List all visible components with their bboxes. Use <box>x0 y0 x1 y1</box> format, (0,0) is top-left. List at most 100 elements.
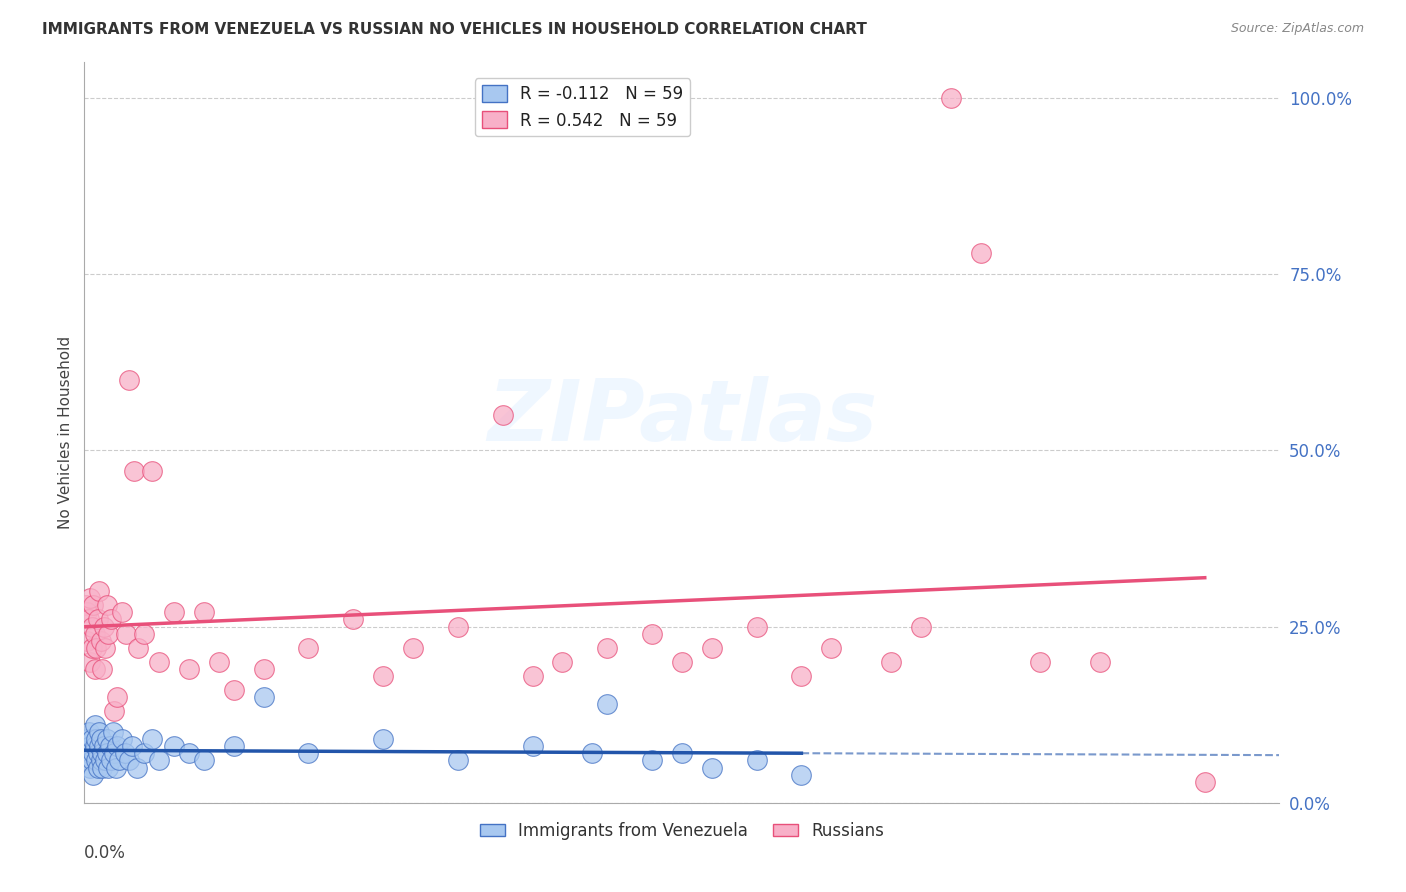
Point <box>114 747 136 761</box>
Point <box>87 747 110 761</box>
Point <box>1194 774 1216 789</box>
Point <box>193 606 215 620</box>
Point <box>939 91 962 105</box>
Point <box>125 760 148 774</box>
Point <box>76 606 98 620</box>
Point <box>127 640 149 655</box>
Point <box>700 760 723 774</box>
Point <box>76 633 98 648</box>
Point <box>82 767 104 781</box>
Point <box>83 718 105 732</box>
Point <box>90 633 112 648</box>
Point <box>82 747 104 761</box>
Point <box>77 612 100 626</box>
Point <box>163 606 186 620</box>
Point <box>596 640 619 655</box>
Point <box>745 754 768 768</box>
Point <box>141 732 163 747</box>
Point <box>79 760 101 774</box>
Point <box>80 732 103 747</box>
Point <box>90 754 112 768</box>
Point <box>373 669 395 683</box>
Point <box>97 626 120 640</box>
Point <box>790 669 813 683</box>
Point <box>79 591 101 606</box>
Point <box>222 739 245 754</box>
Point <box>163 739 186 754</box>
Point <box>253 690 276 704</box>
Y-axis label: No Vehicles in Household: No Vehicles in Household <box>58 336 73 529</box>
Point <box>75 739 97 754</box>
Point <box>118 754 141 768</box>
Point <box>447 754 470 768</box>
Point <box>103 747 125 761</box>
Point <box>820 640 842 655</box>
Point <box>1090 655 1112 669</box>
Point <box>880 655 903 669</box>
Point <box>581 747 603 761</box>
Point <box>596 697 619 711</box>
Point <box>80 640 103 655</box>
Point <box>193 754 215 768</box>
Point <box>910 619 932 633</box>
Point <box>86 640 108 655</box>
Point <box>148 754 170 768</box>
Point <box>89 725 111 739</box>
Point <box>208 655 231 669</box>
Point <box>91 760 114 774</box>
Point <box>87 612 110 626</box>
Point <box>118 373 141 387</box>
Point <box>373 732 395 747</box>
Point <box>105 739 128 754</box>
Point <box>80 619 103 633</box>
Point <box>96 732 118 747</box>
Point <box>447 619 470 633</box>
Point <box>96 599 118 613</box>
Point <box>101 725 124 739</box>
Text: ZIPatlas: ZIPatlas <box>486 376 877 459</box>
Point <box>90 732 112 747</box>
Point <box>700 640 723 655</box>
Point <box>492 408 515 422</box>
Point <box>94 754 117 768</box>
Point <box>671 747 693 761</box>
Point <box>77 725 100 739</box>
Point <box>177 747 200 761</box>
Point <box>79 655 101 669</box>
Point <box>100 612 122 626</box>
Point <box>122 464 145 478</box>
Point <box>104 760 127 774</box>
Point <box>76 754 98 768</box>
Point <box>253 662 276 676</box>
Point <box>89 739 111 754</box>
Point <box>91 662 114 676</box>
Point <box>641 754 664 768</box>
Point <box>86 732 108 747</box>
Legend: Immigrants from Venezuela, Russians: Immigrants from Venezuela, Russians <box>472 815 891 847</box>
Point <box>522 669 544 683</box>
Point <box>132 747 156 761</box>
Point <box>342 612 364 626</box>
Point <box>222 683 245 698</box>
Point <box>93 619 115 633</box>
Point <box>86 754 108 768</box>
Point <box>177 662 200 676</box>
Point <box>89 584 111 599</box>
Point <box>141 464 163 478</box>
Point <box>121 739 143 754</box>
Point <box>111 606 134 620</box>
Point <box>1029 655 1052 669</box>
Point <box>87 760 110 774</box>
Point <box>96 747 118 761</box>
Point <box>522 739 544 754</box>
Point <box>551 655 574 669</box>
Point <box>97 760 120 774</box>
Point <box>107 754 129 768</box>
Point <box>80 754 103 768</box>
Point <box>148 655 170 669</box>
Point <box>76 732 98 747</box>
Point <box>79 739 101 754</box>
Point <box>790 767 813 781</box>
Point <box>77 747 100 761</box>
Point <box>83 739 105 754</box>
